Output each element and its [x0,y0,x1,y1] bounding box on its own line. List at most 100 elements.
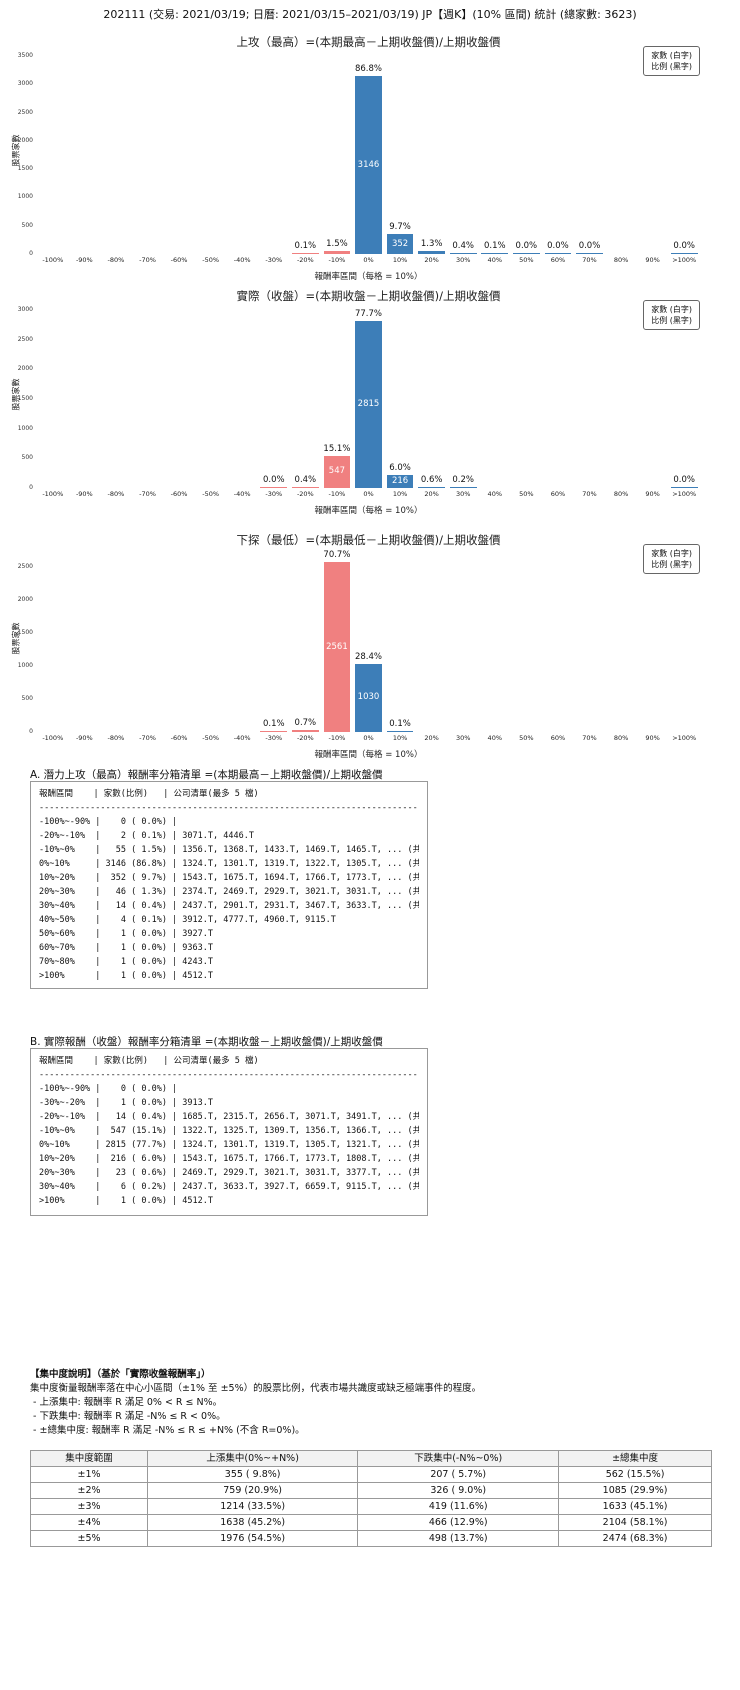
x-tick-label: -30% [265,490,283,498]
bin-row: -20%~-10% | 2 ( 0.1%) | 3071.T, 4446.T [39,831,254,841]
plot-area: 0 500 1000 1500 2000 2500 0.1% 0.7% 2561 70.7% 10… [18,551,700,735]
bar-10% [386,731,414,732]
bin-row: -10%~0% | 55 ( 1.5%) | 1356.T, 1368.T, 1… [39,845,419,855]
concentration-cell: 1638 (45.2%) [147,1514,359,1531]
chart-downside-low: 下探（最低）=(本期最低－上期收盤價)/上期收盤價 家數 (白字) 比例 (黑字… [0,528,740,764]
bin-table-separator: ----------------------------------------… [39,803,419,813]
plot-area: 0 500 1000 1500 2000 2500 3000 0.0% 0.4% 547 15.1… [18,307,700,491]
page-title: 202111 (交易: 2021/03/19; 日曆: 2021/03/15–2… [103,8,637,21]
concentration-note: 【集中度說明】（基於「實際收盤報酬率」） 集中度衡量報酬率落在中心小區間（±1%… [30,1368,481,1438]
concentration-row: ±1% 355 ( 9.8%) 207 ( 5.7%) 562 (15.5%) [29,1466,712,1483]
y-tick-label: 2000 [17,365,33,373]
y-tick-label: 2500 [17,108,33,116]
concentration-col-header: 集中度範圍 [29,1450,149,1467]
concentration-cell: ±5% [29,1530,149,1547]
x-tick-label: 40% [487,490,503,498]
legend-percent-label: 比例 (黑字) [651,316,692,325]
bar-percent-label: 0.1% [389,719,411,729]
bar-count-label: 2561 [326,641,348,652]
y-tick-label: 1500 [17,395,33,402]
bin-row: 10%~20% | 352 ( 9.7%) | 1543.T, 1675.T, … [39,873,419,883]
bar-percent-label: 0.6% [420,474,443,485]
x-tick-label: -80% [107,490,125,498]
section-a-heading: A. 潛力上攻（最高）報酬率分箱清單 =(本期最高－上期收盤價)/上期收盤價 [30,769,383,781]
concentration-col-header: 下跌集中(-N%~0%) [357,1450,560,1467]
bar-percent-label: 6.0% [389,463,411,474]
concentration-note-title: 【集中度說明】（基於「實際收盤報酬率」） [30,1369,211,1380]
bin-row: -20%~-10% | 14 ( 0.4%) | 1685.T, 2315.T,… [39,1112,419,1122]
concentration-cell: ±4% [29,1514,149,1531]
bar-percent-label: 77.7% [354,308,383,319]
bin-row: 20%~30% | 23 ( 0.6%) | 2469.T, 2929.T, 3… [39,1168,419,1178]
x-tick-label: -80% [107,734,125,742]
y-tick-label: 0 [29,728,33,735]
x-tick-label: 0% [363,734,374,742]
x-tick-label: 30% [455,734,471,742]
x-tick-label: 50% [519,256,534,264]
bin-row: 70%~80% | 1 ( 0.0%) | 4243.T [39,957,213,967]
concentration-cell: 326 ( 9.0%) [357,1482,560,1499]
y-tick-label: 2500 [17,562,33,570]
y-tick-label: 3500 [17,52,33,59]
bar-percent-label: 0.4% [294,475,317,485]
y-tick-label: 500 [21,221,33,229]
x-tick-label: -90% [75,490,93,498]
x-tick-label: 20% [424,256,439,264]
concentration-cell: 759 (20.9%) [147,1482,359,1499]
y-axis-ticks: 0 500 1000 1500 2000 2500 [7,554,33,735]
concentration-cell: 498 (13.7%) [357,1530,560,1547]
bar-percent-label: 0.1% [483,241,506,251]
bar--10%: 2561 [323,562,351,732]
concentration-cell: 207 ( 5.7%) [357,1466,560,1483]
bar-percent-label: 0.0% [673,475,696,485]
x-tick-label: -40% [233,490,251,498]
concentration-row: ±4% 1638 (45.2%) 466 (12.9%) 2104 (58.1%) [29,1514,712,1531]
concentration-col-header: ±總集中度 [558,1450,712,1467]
concentration-cell: 466 (12.9%) [357,1514,560,1531]
section-a-bin-box: 報酬區間 | 家數(比例) | 公司清單(最多 5 檔) ------------… [30,781,428,989]
x-tick-label: 70% [582,256,597,264]
y-tick-label: 2000 [17,595,33,603]
x-tick-label: 10% [392,256,408,264]
bin-row: 60%~70% | 1 ( 0.0%) | 9363.T [39,943,213,953]
bar->100% [670,253,698,254]
note-line: - ±總集中度: 報酬率 R 滿足 -N% ≤ R ≤ +N% (不含 R=0%… [30,1425,305,1436]
bar-20% [418,486,446,488]
bar-20% [418,251,446,254]
bar--30% [260,487,288,488]
bar-count-label: 2815 [357,398,380,409]
bar--20% [291,253,319,254]
x-tick-label: 80% [613,256,629,264]
bin-row: 40%~50% | 4 ( 0.1%) | 3912.T, 4777.T, 49… [39,915,336,925]
x-tick-label: 80% [613,490,629,498]
note-line: 集中度衡量報酬率落在中心小區間（±1% 至 ±5%）的股票比例，代表市場共識度或… [30,1383,482,1394]
bar-60% [544,253,572,254]
x-tick-label: 90% [645,734,660,742]
x-tick-label: -100% [42,490,64,498]
note-line: - 下跌集中: 報酬率 R 滿足 -N% ≤ R < 0%。 [30,1411,226,1422]
bar-percent-label: 0.0% [673,241,696,251]
x-tick-label: -70% [139,490,156,498]
chart-title: 下探（最低）=(本期最低－上期收盤價)/上期收盤價 [236,533,501,547]
bar-percent-label: 0.4% [452,241,475,251]
bar--10% [323,250,351,254]
x-tick-label: 0% [363,490,374,498]
x-axis-title: 報酬率區間（每格 = 10%） [314,750,423,760]
bar--20% [291,730,319,732]
concentration-cell: 1976 (54.5%) [147,1530,359,1547]
chart-upside-high: 上攻（最高）=(本期最高－上期收盤價)/上期收盤價 家數 (白字) 比例 (黑字… [0,30,740,286]
bar--20% [291,487,319,488]
x-tick-label: -20% [296,490,314,498]
x-axis-ticks: -100% -90% -80% -70% -60% -50% -40% -30% -20% -10… [37,490,700,499]
x-tick-label: >100% [672,256,697,264]
x-tick-label: -100% [42,256,64,264]
concentration-row: ±2% 759 (20.9%) 326 ( 9.0%) 1085 (29.9%) [29,1482,712,1499]
bar-count-label: 216 [391,476,409,487]
x-tick-label: -80% [107,256,125,264]
x-tick-label: -30% [265,256,283,264]
x-axis-title: 報酬率區間（每格 = 10%） [314,272,423,282]
legend-counts-label: 家數 (白字) [651,549,692,558]
bar-10%: 216 [386,475,414,488]
concentration-cell: 355 ( 9.8%) [147,1466,359,1483]
chart-actual-close: 實際（收盤）=(本期收盤－上期收盤價)/上期收盤價 家數 (白字) 比例 (黑字… [0,284,740,520]
